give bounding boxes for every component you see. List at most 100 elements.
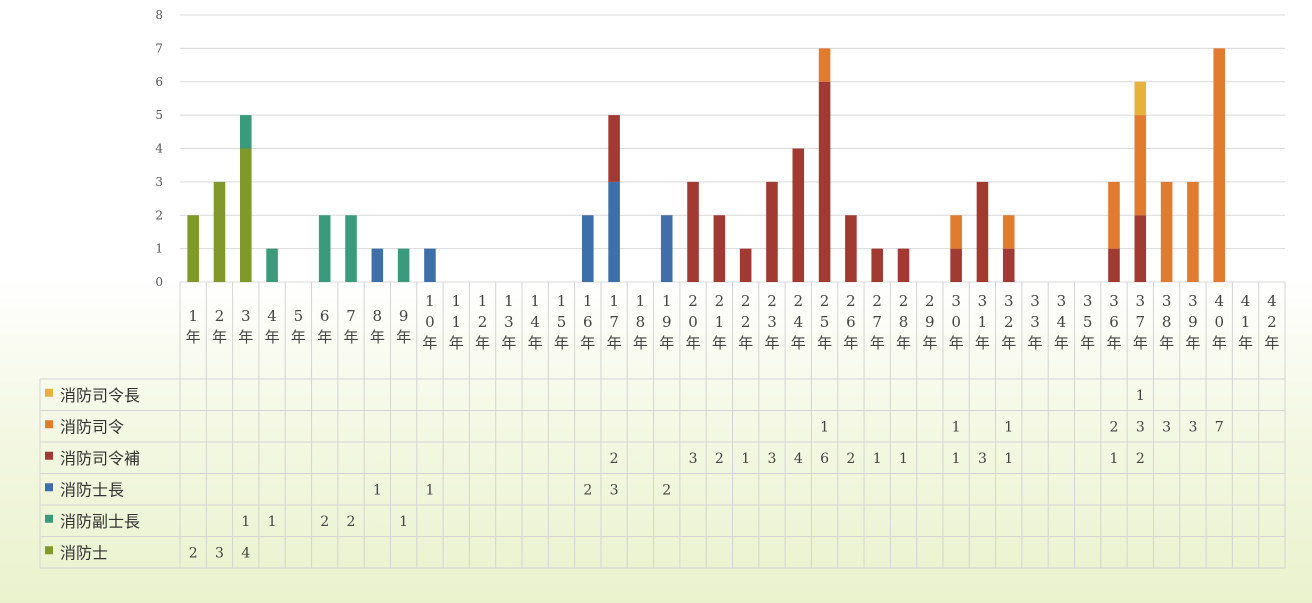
data-table-value: 4 bbox=[241, 545, 250, 561]
bar-segment bbox=[897, 248, 910, 282]
data-table-value: 3 bbox=[689, 451, 698, 467]
legend-swatch bbox=[45, 546, 53, 555]
bar-segment bbox=[582, 215, 594, 282]
data-table-value: 3 bbox=[610, 482, 619, 498]
legend-label: 消防副士長 bbox=[60, 512, 140, 531]
data-table-value: 2 bbox=[583, 482, 592, 498]
bar-segment bbox=[818, 48, 831, 82]
data-table-value: 1 bbox=[952, 419, 961, 435]
data-table-value: 1 bbox=[899, 451, 908, 467]
data-table-value: 1 bbox=[1110, 451, 1119, 467]
data-table-value: 2 bbox=[1136, 451, 1145, 467]
y-tick-label: 8 bbox=[155, 8, 163, 22]
data-table-value: 2 bbox=[189, 545, 198, 561]
data-table-value: 1 bbox=[373, 482, 382, 498]
data-table-value: 3 bbox=[1162, 419, 1171, 435]
bar-segment bbox=[187, 215, 199, 282]
data-table-value: 1 bbox=[952, 451, 961, 467]
bar-segment bbox=[1134, 215, 1147, 282]
data-table-value: 1 bbox=[820, 419, 829, 435]
bar-segment bbox=[792, 148, 805, 282]
legend-swatch bbox=[45, 420, 53, 429]
bar-segment bbox=[371, 248, 384, 282]
data-table bbox=[39, 282, 1286, 569]
bar-segment bbox=[1134, 81, 1147, 116]
data-table-value: 2 bbox=[320, 514, 329, 530]
bar-segment bbox=[766, 181, 778, 282]
bar-segment bbox=[950, 248, 962, 282]
data-table-value: 2 bbox=[610, 451, 619, 467]
data-table-value: 3 bbox=[215, 545, 224, 561]
legend-label: 消防司令長 bbox=[60, 386, 140, 405]
data-table-value: 3 bbox=[978, 451, 987, 467]
data-table-value: 1 bbox=[425, 482, 434, 498]
data-table-value: 4 bbox=[794, 451, 803, 467]
bar-segment bbox=[1002, 248, 1015, 282]
y-tick-label: 5 bbox=[155, 108, 163, 122]
legend-label: 消防司令 bbox=[60, 417, 124, 436]
y-tick-label: 7 bbox=[155, 41, 163, 55]
data-table-value: 7 bbox=[1215, 419, 1224, 435]
y-tick-label: 6 bbox=[155, 75, 163, 89]
legend-swatch bbox=[45, 451, 53, 460]
data-table-value: 2 bbox=[347, 514, 356, 530]
bar-segment bbox=[1213, 48, 1226, 282]
bar-segment bbox=[424, 248, 436, 282]
bar-segment bbox=[318, 215, 331, 282]
data-table-value: 6 bbox=[820, 451, 829, 467]
legend-swatch bbox=[45, 388, 53, 397]
bars bbox=[187, 48, 1226, 282]
bar-segment bbox=[1002, 215, 1015, 249]
data-table-value: 1 bbox=[268, 514, 277, 530]
bar-segment bbox=[871, 248, 883, 282]
data-table-value: 1 bbox=[241, 514, 250, 530]
legend-swatch bbox=[45, 514, 53, 523]
data-table-value: 3 bbox=[768, 451, 777, 467]
data-table-values: 1 1 1 1 2 3 3 3 7 2 3 2 1 3 4 6 2 1 1 1 3 1 1 2 1 1 2 3 2 1 1 2 2 1 2 3 4 bbox=[189, 388, 1224, 562]
bar-segment bbox=[687, 181, 699, 282]
bar-segment bbox=[239, 115, 252, 149]
bar-segment bbox=[397, 248, 410, 282]
bar-segment bbox=[818, 81, 831, 282]
data-table-value: 1 bbox=[1004, 451, 1013, 467]
data-table-value: 3 bbox=[1188, 419, 1197, 435]
bar-segment bbox=[239, 148, 252, 282]
data-table-value: 1 bbox=[873, 451, 882, 467]
bar-segment bbox=[713, 215, 726, 282]
data-table-value: 2 bbox=[846, 451, 855, 467]
